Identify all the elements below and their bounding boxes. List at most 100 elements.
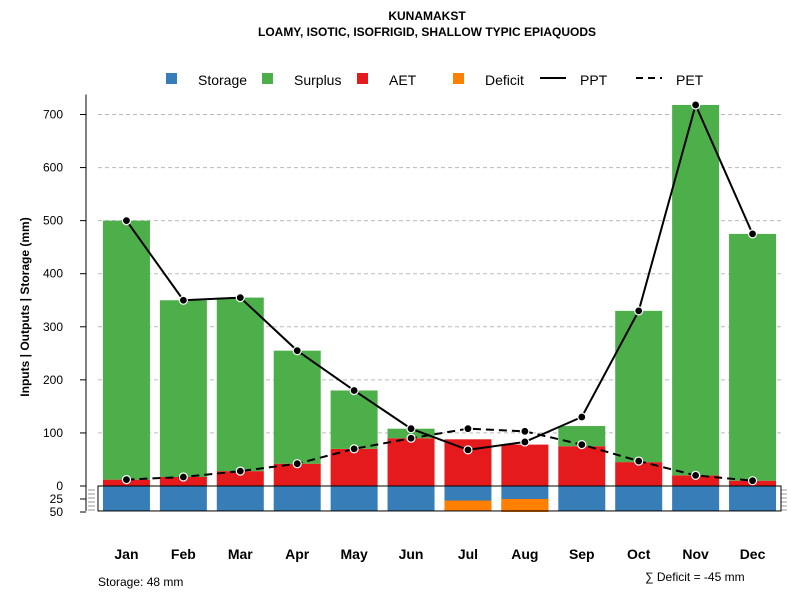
legend: Storage Surplus AET Deficit PPT PET: [166, 72, 704, 88]
month-label-Apr: Apr: [285, 546, 310, 562]
ppt-point-Nov: [691, 100, 701, 110]
storage-bar-Mar: [216, 486, 264, 511]
chart-subtitle: LOAMY, ISOTIC, ISOFRIGID, SHALLOW TYPIC …: [258, 25, 596, 39]
storage-bar-May: [330, 486, 378, 511]
month-label-Dec: Dec: [740, 546, 766, 562]
pet-point-May: [349, 444, 359, 454]
pet-point-Nov: [691, 470, 701, 480]
legend-storage-label: Storage: [198, 72, 247, 88]
aet-bar-Nov: [672, 475, 720, 486]
pet-point-Oct: [634, 456, 644, 466]
aet-bar-Mar: [216, 471, 264, 486]
ppt-point-Apr: [292, 346, 302, 356]
surplus-bar-Dec: [729, 233, 777, 481]
ppt-point-Sep: [577, 412, 587, 422]
surplus-bar-Mar: [216, 297, 264, 472]
lines: [121, 100, 758, 486]
month-label-Nov: Nov: [682, 546, 709, 562]
month-label-Mar: Mar: [228, 546, 253, 562]
y-tick-label-600: 600: [43, 161, 63, 175]
ppt-point-Dec: [747, 229, 758, 239]
deficit-bar-Jul: [444, 500, 492, 511]
ppt-point-Oct: [634, 306, 644, 316]
storage-bar-Jun: [387, 486, 435, 511]
y-axis-title: Inputs | Outputs | Storage (mm): [18, 217, 32, 396]
storage-panel: [88, 485, 787, 512]
surplus-bar-Oct: [615, 310, 663, 463]
storage-frame: [97, 485, 782, 512]
ppt-point-Aug: [520, 437, 530, 447]
y-tick-label-100: 100: [43, 426, 63, 440]
surplus-bar-Jan: [102, 220, 150, 480]
deficit-bar-Aug: [501, 499, 549, 512]
storage-bar-Apr: [273, 486, 321, 511]
legend-aet-label: AET: [389, 72, 417, 88]
legend-aet-swatch: [357, 73, 368, 84]
aet-bar-May: [330, 448, 378, 486]
chart-title: KUNAMAKST: [388, 9, 466, 23]
month-label-Oct: Oct: [627, 546, 651, 562]
pet-point-Jun: [406, 433, 416, 443]
pet-line: [126, 427, 753, 482]
pet-point-Jul: [463, 424, 473, 434]
surplus-bar-Jun: [387, 428, 435, 439]
ppt-point-Jul: [463, 445, 473, 455]
month-label-Jul: Jul: [458, 546, 478, 562]
month-label-May: May: [341, 546, 368, 562]
aet-bar-Apr: [273, 463, 321, 486]
ppt-point-May: [349, 385, 359, 396]
legend-surplus-label: Surplus: [294, 72, 341, 88]
storage-bar-Feb: [159, 486, 207, 511]
month-label-Jun: Jun: [399, 546, 424, 562]
legend-deficit-label: Deficit: [485, 72, 524, 88]
surplus-bar-May: [330, 390, 378, 449]
pet-point-Feb: [178, 472, 188, 482]
ppt-point-Jun: [406, 424, 416, 434]
bars: [102, 104, 777, 486]
y-tick-label-200: 200: [43, 373, 63, 387]
pet-point-Sep: [577, 440, 587, 450]
month-label-Aug: Aug: [511, 546, 538, 562]
storage-tick-label-25: 25: [50, 492, 64, 506]
ppt-point-Feb: [178, 295, 188, 305]
storage-bar-Jan: [102, 486, 150, 511]
y-tick-label-400: 400: [43, 267, 63, 281]
deficit-note: ∑ Deficit = -45 mm: [645, 570, 745, 584]
month-label-Jan: Jan: [114, 546, 138, 562]
storage-bar-Sep: [558, 486, 606, 511]
surplus-bar-Apr: [273, 350, 321, 464]
pet-point-Apr: [292, 459, 302, 469]
y-tick-label-500: 500: [43, 214, 63, 228]
y-tick-label-0: 0: [56, 479, 63, 493]
pet-point-Mar: [235, 466, 245, 476]
pet-point-Aug: [520, 426, 530, 436]
storage-note: Storage: 48 mm: [98, 575, 183, 589]
surplus-bar-Feb: [159, 300, 207, 477]
legend-surplus-swatch: [262, 73, 273, 84]
legend-pet-label: PET: [676, 72, 704, 88]
aet-bar-Sep: [558, 446, 606, 486]
legend-storage-swatch: [166, 73, 177, 84]
y-tick-label-700: 700: [43, 107, 63, 121]
storage-tick-label-50: 50: [50, 505, 64, 519]
aet-bar-Oct: [615, 462, 663, 486]
aet-bar-Jun: [387, 438, 435, 486]
legend-deficit-swatch: [453, 73, 464, 84]
ppt-point-Mar: [235, 292, 245, 303]
pet-point-Jan: [121, 475, 132, 485]
storage-bar-Dec: [729, 486, 777, 511]
storage-bar-Nov: [672, 486, 720, 511]
pet-point-Dec: [747, 476, 758, 486]
legend-ppt-label: PPT: [580, 72, 608, 88]
gridlines: [98, 113, 781, 434]
month-label-Feb: Feb: [171, 546, 196, 562]
y-tick-label-300: 300: [43, 320, 63, 334]
month-label-Sep: Sep: [569, 546, 595, 562]
ppt-point-Jan: [121, 216, 132, 226]
surplus-bar-Nov: [672, 104, 720, 476]
ppt-line: [125, 101, 754, 451]
storage-bar-Oct: [615, 486, 663, 511]
aet-bar-Aug: [501, 444, 549, 486]
